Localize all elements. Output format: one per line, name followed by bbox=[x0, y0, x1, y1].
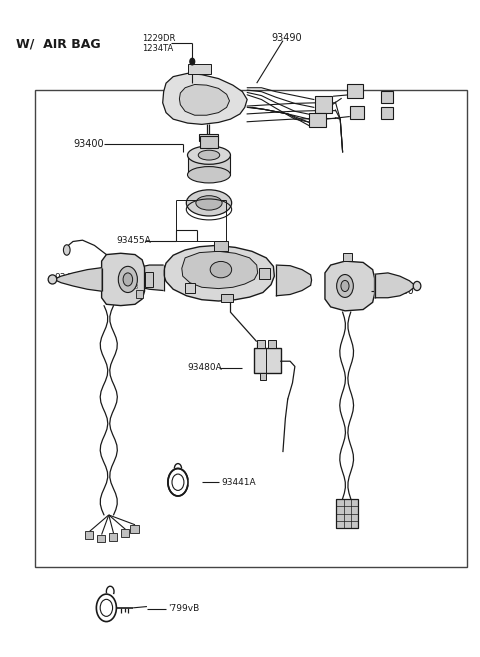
Text: 93441A: 93441A bbox=[221, 478, 255, 487]
Bar bbox=[315, 97, 332, 112]
Bar bbox=[221, 294, 233, 302]
Text: 93455A: 93455A bbox=[116, 237, 151, 245]
Ellipse shape bbox=[48, 275, 57, 284]
Ellipse shape bbox=[341, 281, 349, 292]
Polygon shape bbox=[182, 251, 258, 288]
Bar bbox=[97, 535, 106, 543]
Bar bbox=[199, 133, 217, 141]
Bar bbox=[130, 525, 139, 533]
Bar bbox=[144, 271, 153, 287]
Bar bbox=[336, 499, 358, 528]
Bar bbox=[259, 267, 270, 279]
Bar bbox=[85, 532, 94, 539]
Text: W/  AIR BAG: W/ AIR BAG bbox=[16, 37, 100, 51]
Polygon shape bbox=[164, 246, 275, 301]
Bar bbox=[381, 91, 393, 102]
Text: 7: 7 bbox=[250, 271, 254, 277]
Bar bbox=[309, 112, 326, 127]
Ellipse shape bbox=[63, 245, 70, 255]
Text: 93400: 93400 bbox=[73, 139, 104, 149]
Bar bbox=[348, 84, 363, 98]
Bar bbox=[185, 283, 195, 292]
Ellipse shape bbox=[123, 273, 132, 286]
Ellipse shape bbox=[188, 167, 230, 183]
Ellipse shape bbox=[188, 146, 230, 164]
Bar bbox=[214, 242, 228, 251]
Text: 93480A: 93480A bbox=[188, 363, 222, 373]
Bar bbox=[343, 253, 352, 261]
Bar bbox=[254, 348, 281, 373]
Ellipse shape bbox=[196, 196, 222, 210]
Text: 1234TA: 1234TA bbox=[142, 44, 173, 53]
Text: 93490: 93490 bbox=[271, 33, 301, 43]
Polygon shape bbox=[54, 267, 102, 291]
Ellipse shape bbox=[210, 261, 232, 278]
Polygon shape bbox=[128, 265, 164, 290]
Bar bbox=[350, 106, 364, 119]
Text: 93420: 93420 bbox=[383, 286, 414, 296]
Bar bbox=[109, 533, 117, 541]
Polygon shape bbox=[374, 273, 416, 298]
Polygon shape bbox=[180, 85, 229, 115]
Ellipse shape bbox=[336, 275, 353, 298]
Polygon shape bbox=[163, 74, 247, 124]
Polygon shape bbox=[102, 253, 144, 306]
Bar bbox=[120, 530, 129, 537]
Ellipse shape bbox=[118, 266, 137, 292]
Polygon shape bbox=[276, 265, 312, 296]
Text: '799vB: '799vB bbox=[168, 604, 200, 613]
Bar bbox=[260, 373, 266, 380]
Bar bbox=[257, 340, 265, 348]
Text: 934'5C: 934'5C bbox=[54, 273, 85, 282]
Ellipse shape bbox=[413, 281, 421, 290]
Ellipse shape bbox=[198, 150, 220, 160]
Circle shape bbox=[190, 58, 195, 65]
Polygon shape bbox=[325, 261, 374, 311]
Bar bbox=[268, 340, 276, 348]
Text: 3: 3 bbox=[133, 284, 138, 290]
Polygon shape bbox=[188, 155, 230, 175]
Text: 1229DR: 1229DR bbox=[142, 34, 176, 43]
Bar bbox=[200, 136, 217, 148]
Bar bbox=[188, 64, 211, 74]
Ellipse shape bbox=[186, 190, 232, 216]
Bar bbox=[136, 290, 143, 298]
Bar bbox=[381, 107, 393, 119]
Bar bbox=[35, 90, 467, 567]
